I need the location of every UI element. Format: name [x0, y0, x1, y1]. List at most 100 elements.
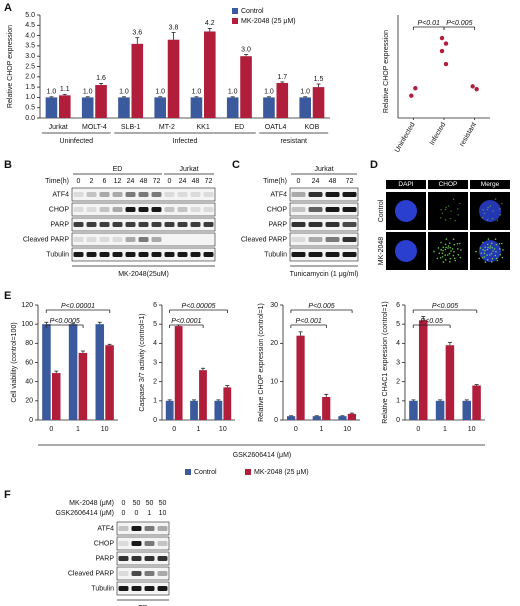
y-tick-label: 20: [270, 340, 278, 347]
speckle: [489, 245, 492, 247]
treatment-label: Tunicamycin (1 μg/ml): [290, 271, 359, 278]
bar: [68, 324, 78, 420]
dot: [443, 61, 449, 67]
speckle: [433, 250, 435, 253]
legend-swatch: [245, 469, 251, 475]
speckle: [489, 205, 492, 207]
bar: [276, 82, 289, 118]
band: [342, 222, 357, 227]
speckle: [494, 198, 497, 201]
speckle: [456, 208, 459, 210]
row-label: Tubulin: [46, 251, 69, 258]
speckle: [445, 206, 447, 209]
speckle: [445, 246, 447, 249]
group-label: ED: [113, 166, 123, 173]
band: [291, 222, 306, 227]
row-label: Cleaved PARP: [241, 236, 288, 243]
blot-row: [289, 217, 359, 232]
band: [131, 541, 142, 546]
band: [203, 207, 214, 212]
speckle: [447, 254, 449, 256]
speckle: [490, 252, 493, 255]
panel-letter: E: [4, 290, 11, 302]
band: [138, 207, 149, 212]
speckle: [440, 241, 442, 244]
bar: [203, 31, 216, 119]
band: [151, 192, 162, 197]
band: [125, 252, 136, 257]
bar: [190, 97, 203, 118]
speckle: [482, 241, 484, 244]
row-label: Cleaved PARP: [68, 570, 115, 577]
y-tick-label: 5.0: [25, 12, 35, 19]
x-tick-label: MOLT-4: [82, 124, 107, 131]
speckle: [480, 252, 483, 255]
speckle: [449, 217, 452, 220]
speckle: [489, 247, 491, 249]
speckle: [444, 208, 447, 211]
band: [151, 207, 162, 212]
x-tick-label: MT-2: [159, 124, 175, 131]
speckle: [452, 254, 455, 257]
y-tick-label: 6: [153, 302, 157, 309]
band: [131, 526, 142, 531]
speckle: [447, 247, 449, 249]
band: [157, 556, 168, 561]
blot-row: [116, 536, 170, 551]
panel-letter: F: [4, 489, 11, 501]
row-label: ATF4: [52, 191, 69, 198]
bar: [263, 97, 275, 118]
band: [118, 571, 129, 576]
x-tick-label: 10: [343, 426, 351, 433]
band: [86, 237, 97, 242]
group-label: Jurkat: [179, 166, 198, 173]
speckle: [481, 216, 484, 219]
legend-label: Control: [194, 469, 217, 476]
band: [157, 586, 168, 591]
x-tick-label: KOB: [304, 124, 319, 131]
band: [125, 237, 136, 242]
nucleus: [395, 200, 417, 222]
y-tick-label: 0: [29, 417, 33, 424]
bar: [418, 320, 428, 420]
x-tick-label: SLB-1: [121, 124, 141, 131]
speckle: [484, 249, 486, 252]
channel-header: [386, 180, 426, 189]
treatment-label: MK-2048(25uM): [118, 271, 169, 278]
speckle: [481, 256, 484, 259]
blot-row: [116, 551, 170, 566]
value-label: 1.7: [277, 74, 287, 81]
speckle: [495, 243, 498, 246]
speckle: [449, 246, 451, 249]
lane-label: 0: [77, 178, 81, 185]
band: [177, 207, 188, 212]
band: [190, 207, 201, 212]
speckle: [444, 258, 447, 261]
speckle: [479, 247, 482, 249]
blot-row: [289, 247, 359, 262]
value-label: 1.5: [314, 76, 324, 83]
speckle: [437, 247, 440, 249]
x-tick-label: 0: [49, 426, 53, 433]
band: [73, 237, 84, 242]
bar: [312, 87, 325, 118]
speckle: [438, 252, 441, 255]
condition-label: Control: [378, 199, 385, 222]
value-label: 1.0: [300, 89, 310, 96]
blot-row: [289, 187, 359, 202]
x-tick-label: 0: [416, 426, 420, 433]
value-label: 1.0: [192, 89, 202, 96]
y-tick-label: 2.0: [25, 74, 35, 81]
bar: [131, 43, 144, 119]
bar: [445, 345, 455, 420]
y-tick-label: 4: [396, 340, 400, 347]
band: [138, 192, 149, 197]
band: [157, 571, 168, 576]
speckle: [454, 219, 457, 222]
speckle: [499, 253, 502, 256]
band: [86, 192, 97, 197]
x-tick-label: 1: [320, 426, 324, 433]
speckle: [482, 248, 484, 251]
lane-label: 24: [179, 178, 187, 185]
y-tick-label: 5: [396, 321, 400, 328]
